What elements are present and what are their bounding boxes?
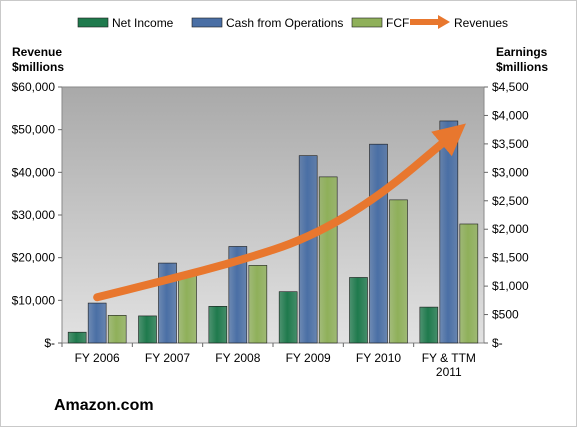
- right-axis-title: Earnings $millions: [496, 45, 548, 75]
- bar-fcf: [178, 275, 197, 344]
- right-axis-tick-label: $-: [492, 336, 503, 350]
- bar-net-income: [67, 331, 87, 344]
- left-axis-tick-label: $20,000: [12, 251, 56, 265]
- legend-swatch: [77, 17, 109, 28]
- x-axis-tick-label: 2011: [436, 365, 462, 379]
- right-axis-tick-label: $1,000: [492, 279, 529, 293]
- bar-net-income: [278, 291, 298, 344]
- left-axis-tick-label: $40,000: [12, 165, 56, 179]
- left-axis-tick-label: $-: [44, 336, 55, 350]
- bar-net-income: [138, 315, 157, 344]
- bar-fcf: [459, 223, 479, 344]
- bar-cash-from-operations: [298, 155, 318, 344]
- right-axis-tick-label: $2,500: [492, 194, 529, 208]
- company-label: Amazon.com: [54, 397, 154, 414]
- left-axis-title: Revenue $millions: [12, 45, 64, 75]
- x-axis-tick-label: FY 2006: [75, 351, 120, 365]
- bar-net-income: [349, 277, 368, 344]
- bar-net-income: [208, 306, 228, 344]
- bar-fcf: [389, 199, 408, 344]
- right-axis-tick-label: $3,000: [492, 165, 529, 179]
- legend-label: Net Income: [112, 16, 174, 30]
- bar-net-income: [419, 306, 439, 344]
- right-axis-tick-label: $500: [492, 308, 519, 322]
- left-axis-tick-label: $50,000: [12, 123, 56, 137]
- x-axis-tick-label: FY 2008: [215, 351, 260, 365]
- legend-label: Revenues: [454, 16, 508, 30]
- left-axis-tick-label: $60,000: [12, 80, 56, 94]
- x-axis-tick-label: FY & TTM: [422, 351, 476, 365]
- x-axis-tick-label: FY 2009: [286, 351, 331, 365]
- right-axis-tick-label: $4,500: [492, 80, 529, 94]
- bar-cash-from-operations: [228, 246, 248, 344]
- right-axis-title-line-1: Earnings: [496, 45, 548, 59]
- bar-fcf: [107, 315, 127, 344]
- left-axis-tick-label: $10,000: [12, 293, 56, 307]
- right-axis-tick-label: $1,500: [492, 251, 529, 265]
- left-axis-tick-label: $30,000: [12, 208, 56, 222]
- right-axis-tick-label: $2,000: [492, 222, 529, 236]
- legend-label: FCF: [386, 16, 409, 30]
- legend-swatch: [351, 17, 383, 28]
- legend-arrow-head: [438, 15, 450, 29]
- right-axis-tick-label: $3,500: [492, 137, 529, 151]
- bar-cash-from-operations: [87, 302, 107, 344]
- left-axis-title-line-1: Revenue: [12, 45, 63, 59]
- right-axis-title-line-2: $millions: [496, 60, 549, 74]
- legend-label: Cash from Operations: [226, 16, 343, 30]
- left-axis-title-line-2: $millions: [12, 60, 65, 74]
- revenue-trend-arrow: [93, 122, 466, 302]
- plot-area: [61, 86, 485, 344]
- x-axis-tick-label: FY 2010: [356, 351, 401, 365]
- x-axis-tick-label: FY 2007: [145, 351, 190, 365]
- bar-fcf: [318, 176, 338, 344]
- legend-swatch: [191, 17, 223, 28]
- bar-fcf: [248, 265, 268, 344]
- right-axis-tick-label: $4,000: [492, 108, 529, 122]
- bar-cash-from-operations: [439, 120, 459, 344]
- bar-cash-from-operations: [369, 143, 388, 344]
